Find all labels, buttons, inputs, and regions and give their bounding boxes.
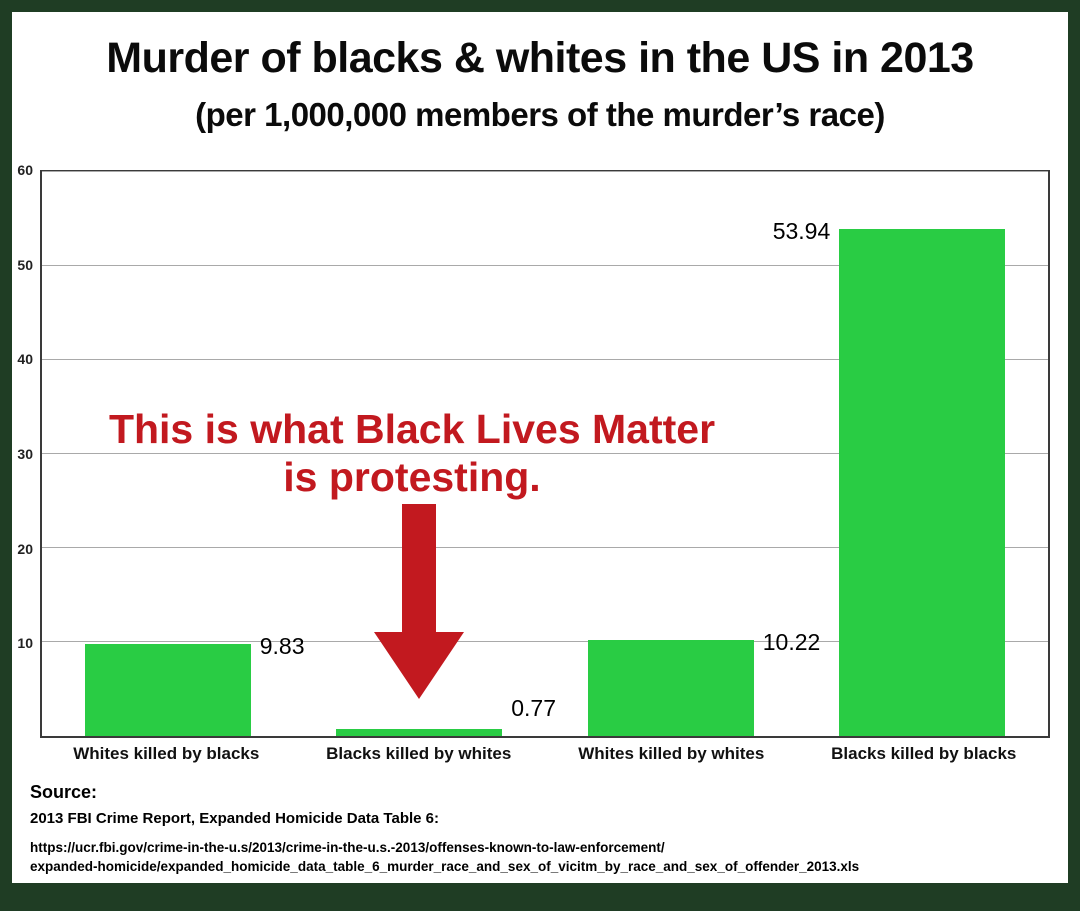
value-label: 9.83 (259, 632, 305, 659)
source-url-line-1: https://ucr.fbi.gov/crime-in-the-u.s/201… (30, 840, 665, 855)
y-tick-label: 30 (17, 446, 33, 462)
y-tick-label: 10 (17, 635, 33, 652)
annotation-text: This is what Black Lives Matter is prote… (32, 406, 792, 501)
bar-1 (336, 728, 503, 736)
x-category-label: Blacks killed by whites (326, 744, 512, 763)
bar-2 (587, 639, 754, 736)
bars-container: 9.83 0.77 10.22 53.94 (42, 172, 1048, 736)
gridline (42, 171, 1048, 172)
chart-subtitle: (per 1,000,000 members of the murder’s r… (195, 96, 885, 133)
x-category-label: Whites killed by whites (578, 744, 765, 763)
gridline (42, 641, 1048, 642)
bar-slot: 53.94 (773, 172, 1049, 736)
bar-slot: 9.83 (42, 172, 305, 736)
y-axis: 10 20 30 40 50 60 (12, 162, 36, 738)
source-reference: 2013 FBI Crime Report, Expanded Homicide… (30, 810, 439, 827)
bar-3 (839, 228, 1006, 736)
value-label: 10.22 (762, 628, 821, 655)
x-category-label: Blacks killed by blacks (831, 744, 1017, 763)
annotation-line-2: is protesting. (283, 453, 541, 500)
plot-area: 9.83 0.77 10.22 53.94 (40, 170, 1050, 738)
y-tick-label: 60 (17, 162, 33, 178)
bar-slot: 10.22 (545, 172, 820, 736)
chart-title: Murder of blacks & whites in the US in 2… (106, 34, 974, 82)
source-heading: Source: (30, 782, 98, 802)
y-tick-label: 50 (17, 256, 33, 273)
annotation-line-1: This is what Black Lives Matter (108, 406, 716, 452)
x-axis-labels: Whites killed by blacks Blacks killed by … (40, 744, 1050, 764)
y-tick-label: 40 (17, 351, 33, 368)
value-label: 0.77 (511, 695, 557, 721)
source-block: Source: 2013 FBI Crime Report, Expanded … (30, 782, 1050, 876)
gridline (42, 359, 1048, 360)
chart-canvas: Murder of blacks & whites in the US in 2… (12, 12, 1068, 883)
gridline (42, 547, 1048, 548)
value-label: 53.94 (772, 217, 831, 244)
gridline (42, 453, 1048, 454)
y-tick-label: 20 (17, 540, 33, 557)
source-url-line-2: expanded-homicide/expanded_homicide_data… (30, 859, 860, 874)
bar-0 (84, 643, 251, 736)
x-category-label: Whites killed by blacks (73, 744, 260, 763)
gridline (42, 265, 1048, 266)
down-arrow-icon (374, 504, 464, 699)
bar-slot: 0.77 (294, 172, 556, 736)
